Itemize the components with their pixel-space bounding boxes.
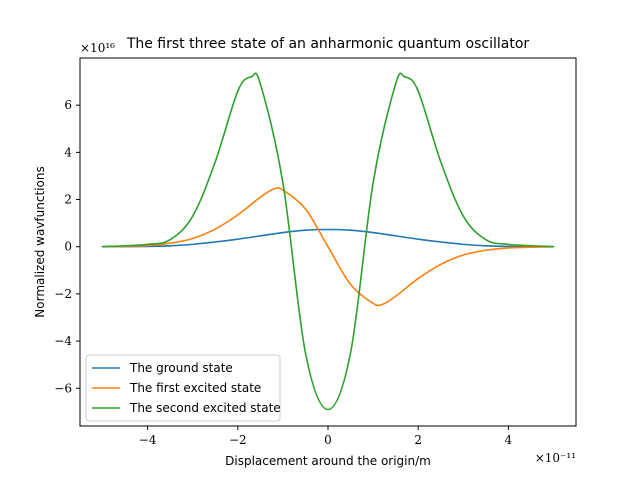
y-tick-label: 6 [64, 98, 72, 112]
y-tick-label: −6 [54, 381, 72, 395]
x-tick-label: 2 [414, 433, 422, 447]
y-axis-offset-text: ×10¹⁶ [80, 41, 115, 55]
legend-box [85, 354, 281, 422]
y-axis-label: Normalized wavfunctions [33, 166, 47, 317]
x-tick-label: −2 [229, 433, 247, 447]
x-tick-label: 0 [324, 433, 332, 447]
y-tick-label: −2 [54, 287, 72, 301]
y-tick-label: −4 [54, 334, 72, 348]
legend-label: The ground state [129, 361, 233, 375]
y-axis-ticks: −6 −4 −2 0 2 4 6 [54, 98, 80, 395]
x-tick-label: −4 [139, 433, 157, 447]
y-tick-label: 2 [64, 193, 72, 207]
y-tick-label: 4 [64, 145, 72, 159]
x-axis-label: Displacement around the origin/m [225, 454, 431, 468]
chart-title: The first three state of an anharmonic q… [126, 36, 530, 52]
series-line-2 [101, 72, 555, 411]
legend-label: The second excited state [129, 401, 281, 415]
x-axis-offset-text: ×10⁻¹¹ [535, 451, 576, 465]
y-tick-label: 0 [64, 240, 72, 254]
legend-entries: The ground state The first excited state T… [92, 361, 281, 415]
x-tick-label: 4 [505, 433, 513, 447]
series-line-1 [101, 187, 555, 307]
series-lines [101, 72, 555, 411]
legend: The ground state The first excited state T… [85, 354, 281, 422]
x-axis-ticks: −4 −2 0 2 4 [139, 426, 513, 447]
legend-label: The first excited state [129, 381, 261, 395]
series-line-0 [101, 228, 555, 248]
